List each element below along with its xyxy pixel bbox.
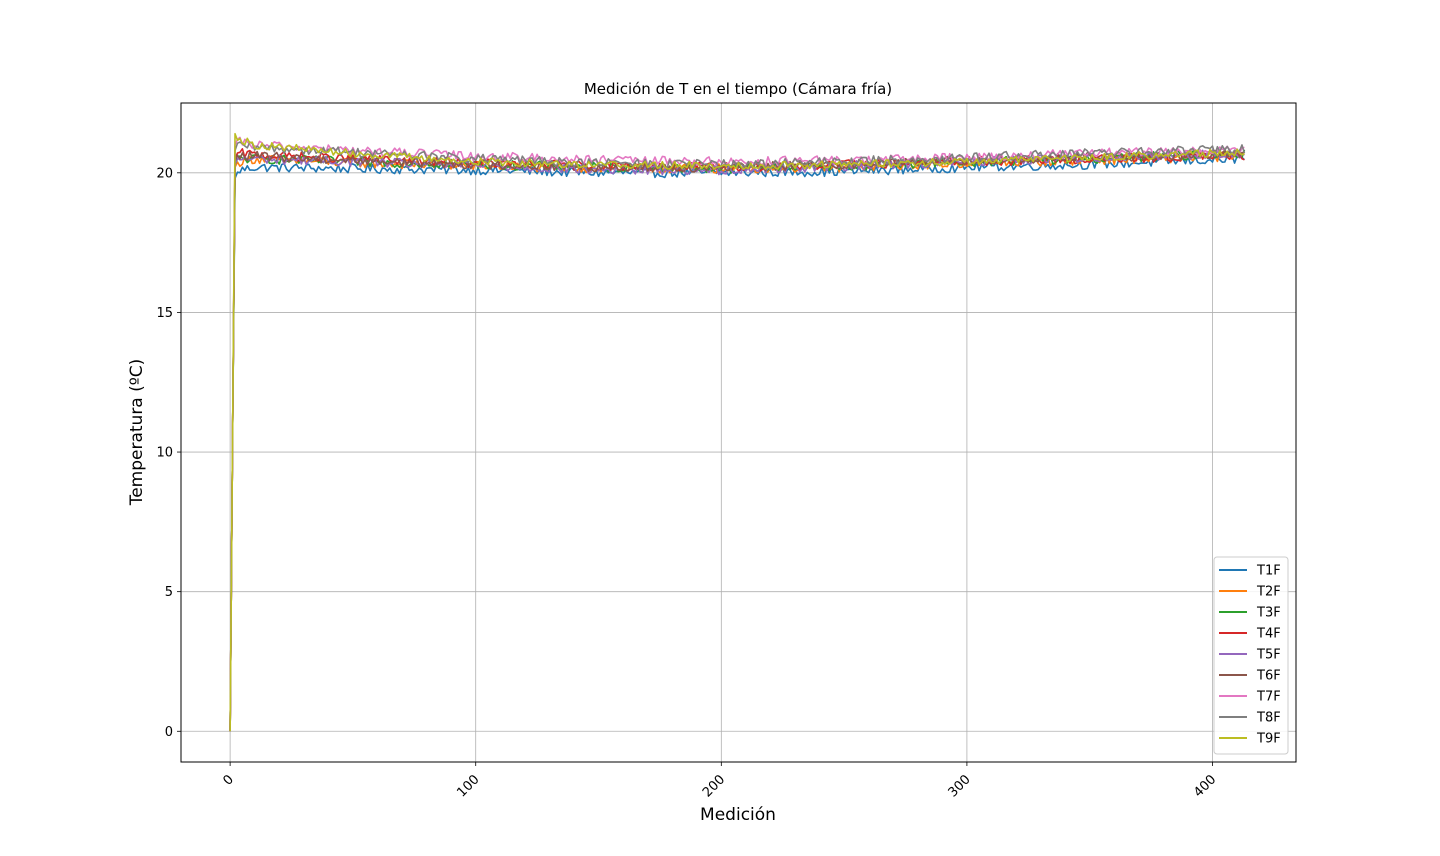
axes-frame (180, 102, 1297, 763)
y-tick-label: 20 (156, 166, 173, 181)
legend-label: T6F (1256, 669, 1281, 684)
y-axis-label: Temperatura (ºC) (127, 359, 147, 507)
legend-label: T3F (1256, 606, 1281, 621)
legend-label: T4F (1256, 627, 1281, 642)
legend-label: T2F (1256, 585, 1281, 600)
legend-label: T7F (1256, 690, 1281, 705)
x-axis-label: Medición (700, 805, 776, 825)
legend-label: T5F (1256, 648, 1281, 663)
legend-label: T8F (1256, 711, 1281, 726)
y-tick-label: 10 (156, 446, 173, 461)
chart-title: Medición de T en el tiempo (Cámara fría) (584, 80, 892, 98)
legend-box (1213, 556, 1289, 755)
series-line-t9f (229, 132, 1245, 732)
plot-area (229, 132, 1246, 732)
y-tick-label: 15 (156, 306, 173, 321)
legend-label: T1F (1256, 564, 1281, 579)
series-lines (229, 132, 1246, 732)
series-line-t7f (229, 136, 1245, 732)
y-tick-label: 5 (165, 585, 173, 600)
legend-label: T9F (1256, 732, 1281, 747)
y-axis-ticks: 0 5 10 15 20 (156, 166, 181, 740)
y-tick-label: 0 (165, 725, 173, 740)
legend: T1F T2F T3F T4F T5F T6F T7F T8F T9F (1213, 556, 1289, 755)
series-line-t1f (229, 154, 1246, 732)
